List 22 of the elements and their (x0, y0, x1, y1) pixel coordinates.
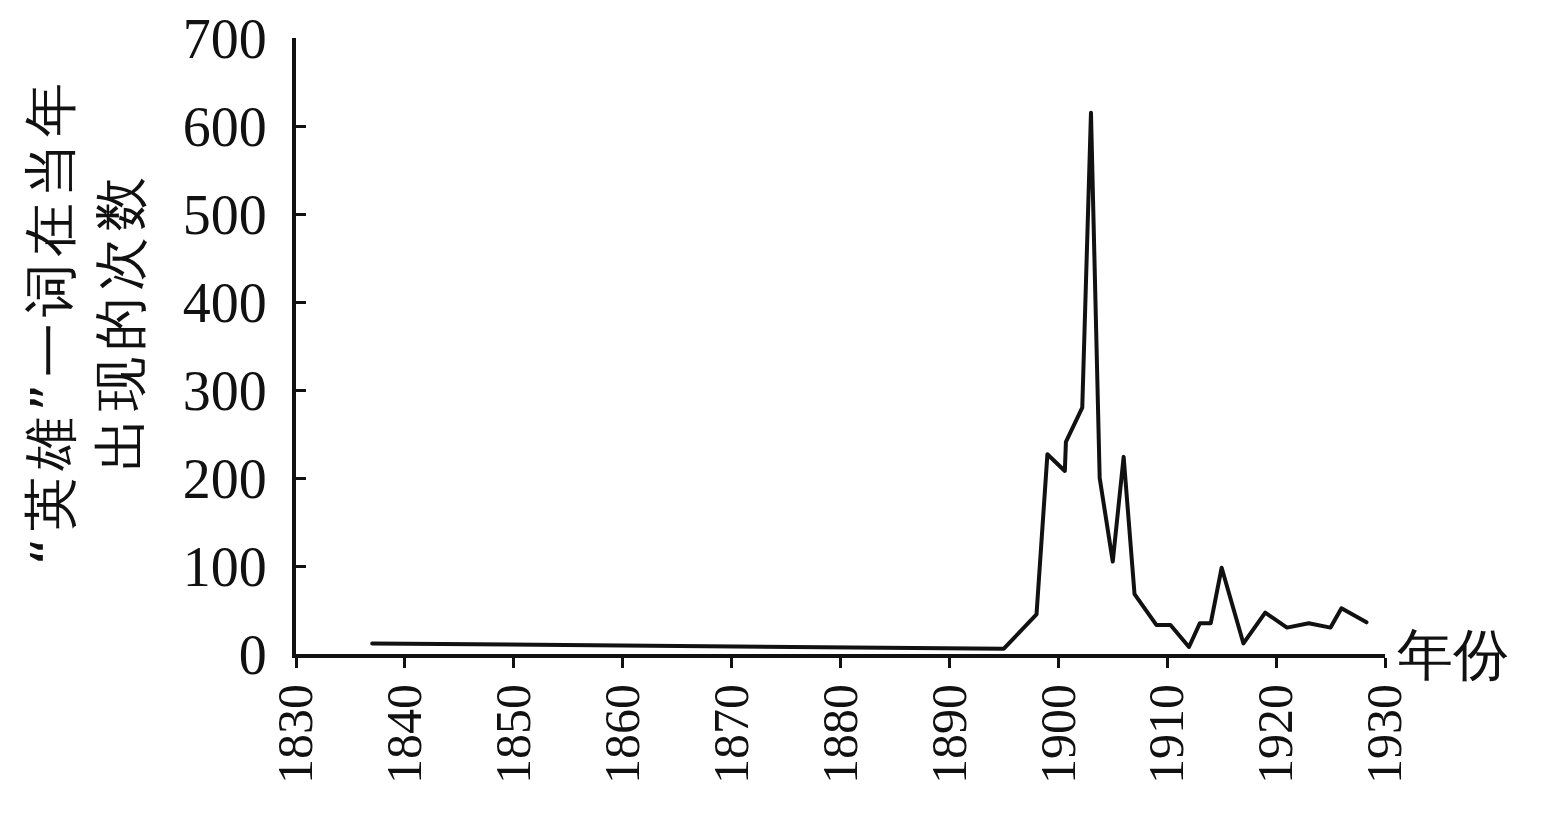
x-tick-label: 1870 (702, 684, 759, 784)
x-tick-label: 1830 (267, 684, 324, 784)
x-tick-label: 1880 (811, 684, 868, 784)
x-axis-title: 年份 (1397, 622, 1509, 687)
y-tick-label: 300 (182, 359, 267, 422)
y-tick-label: 400 (182, 271, 267, 334)
x-tick-label: 1850 (485, 684, 542, 784)
x-tick-label: 1930 (1356, 684, 1413, 784)
y-tick-label: 500 (182, 183, 267, 246)
y-tick-label: 0 (238, 623, 267, 686)
x-tick-label: 1900 (1029, 684, 1086, 784)
x-tick-label: 1860 (593, 684, 650, 784)
line-series (370, 110, 1369, 651)
y-tick-label: 600 (182, 95, 267, 158)
y-tick-label: 700 (182, 7, 267, 70)
x-tick-label: 1890 (920, 684, 977, 784)
x-tick-label: 1840 (376, 684, 433, 784)
x-tick-label: 1920 (1247, 684, 1304, 784)
x-tick-label: 1910 (1138, 684, 1195, 784)
y-tick-label: 200 (182, 447, 267, 510)
y-tick-label: 100 (182, 535, 267, 598)
y-axis-title: “英雄”一词在当年出现的次数 (18, 77, 152, 566)
